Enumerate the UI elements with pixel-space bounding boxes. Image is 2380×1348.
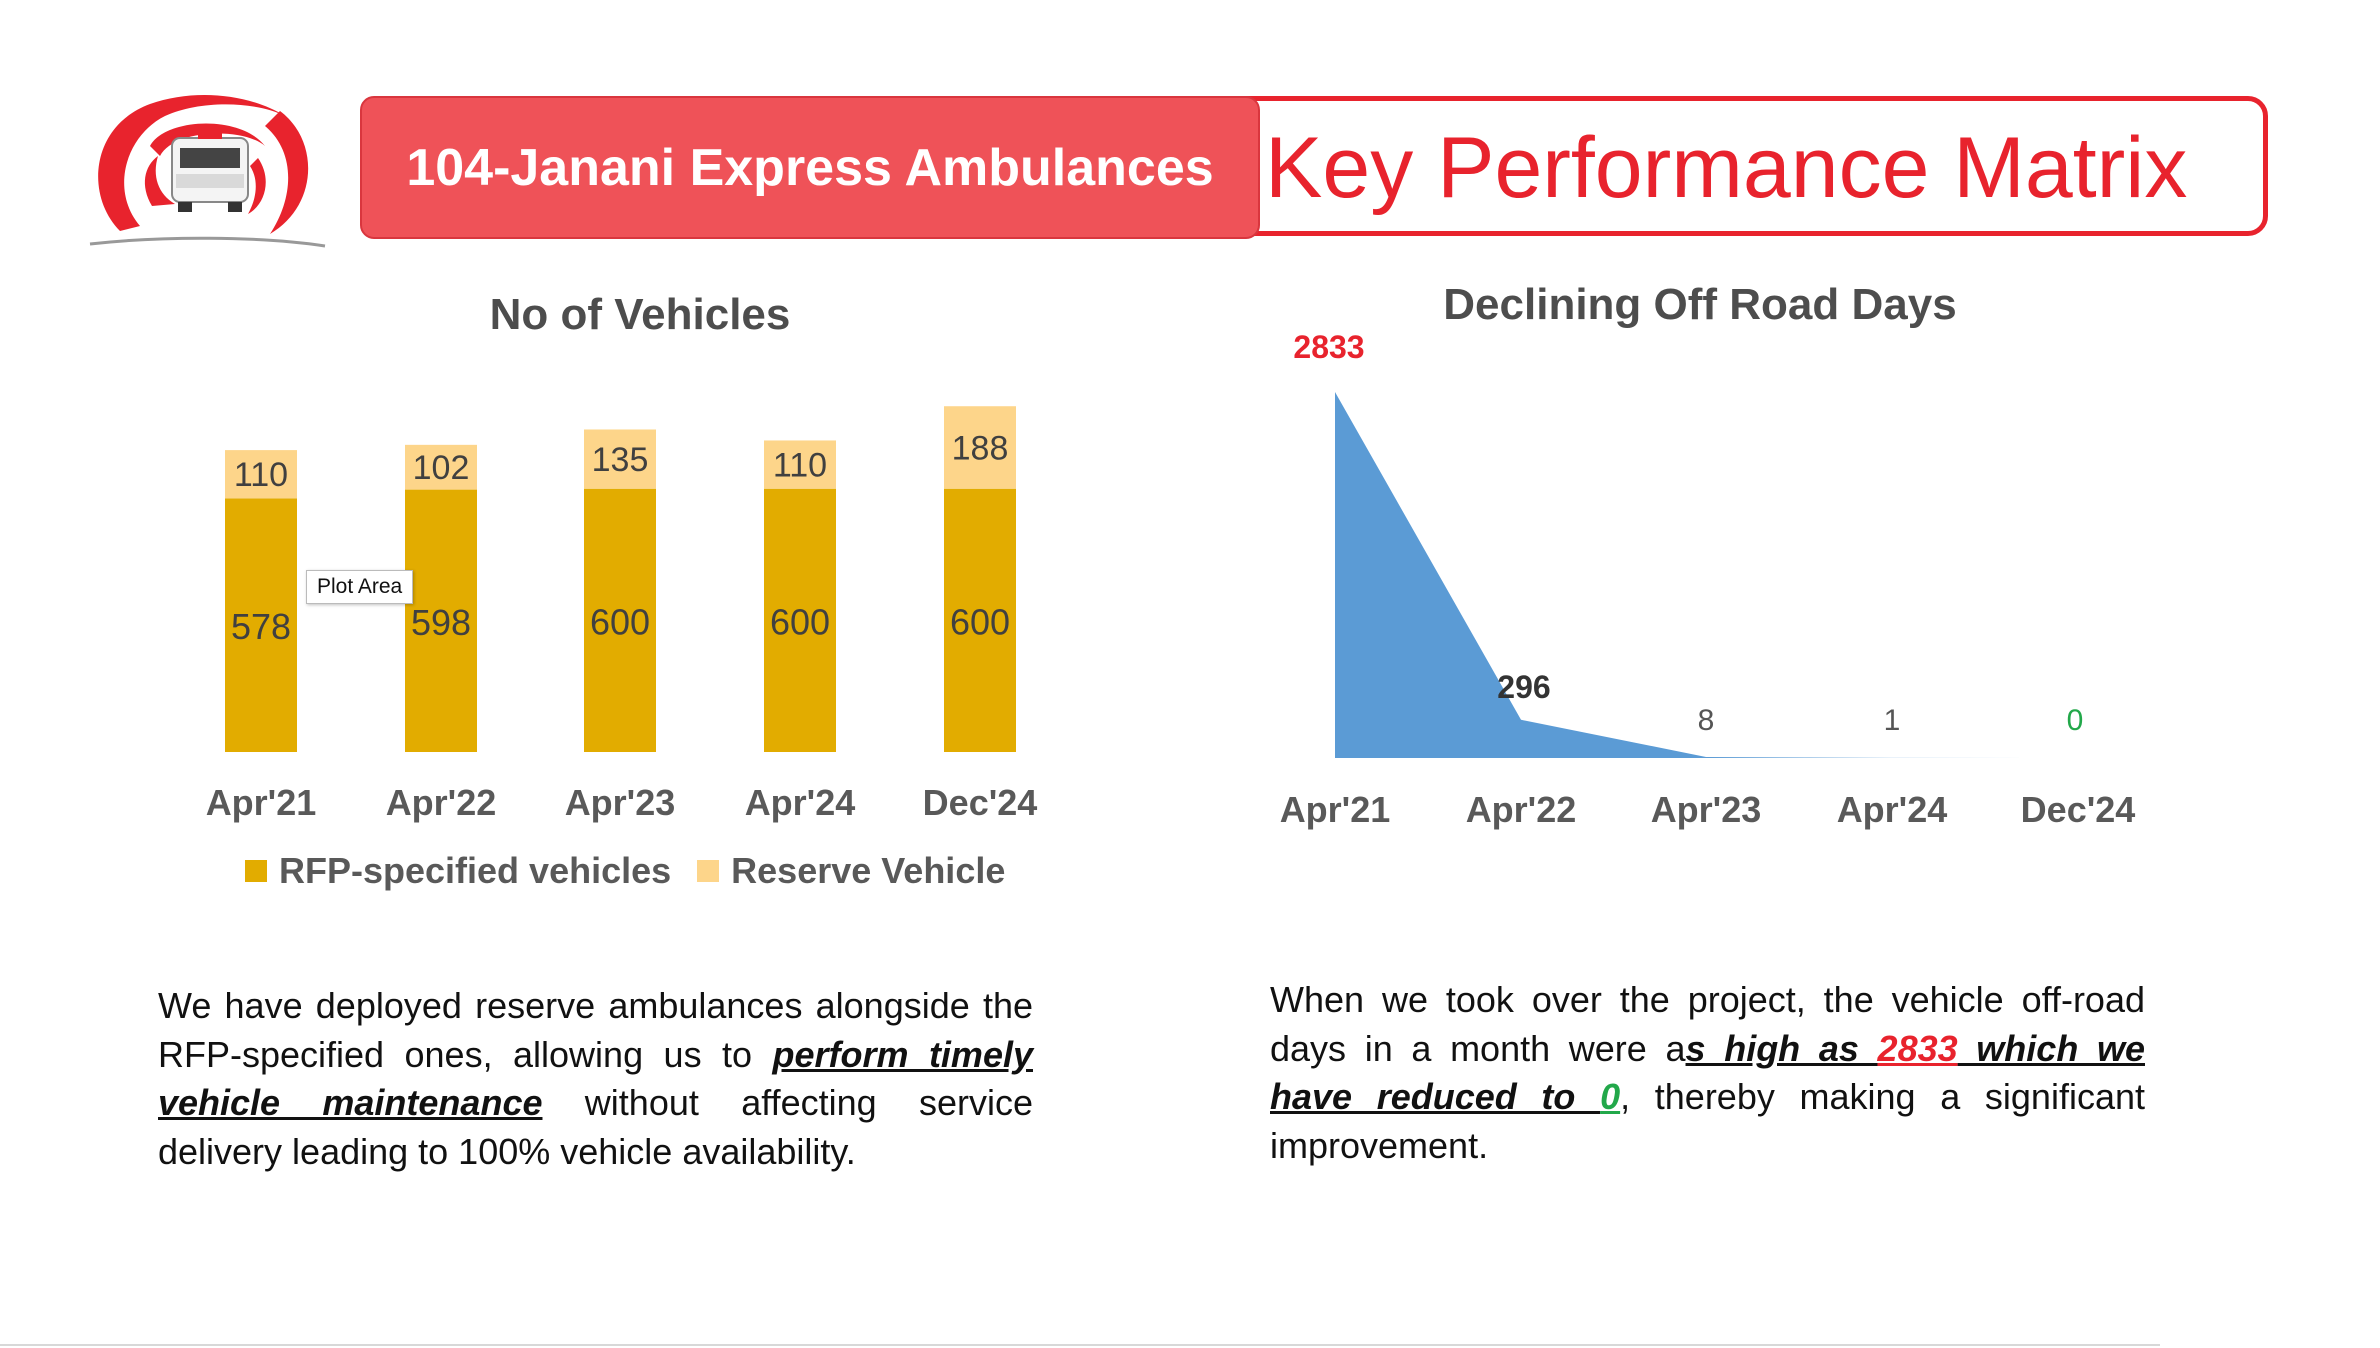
area-data-label: 0 xyxy=(2067,704,2084,737)
x-tick-label: Apr'22 xyxy=(1466,789,1577,830)
right-emphasis-red: 2833 xyxy=(1877,1027,1958,1069)
area-data-label: 2833 xyxy=(1293,329,1364,365)
offroad-description: When we took over the project, the vehic… xyxy=(1270,976,2145,1170)
x-tick-label: Dec'24 xyxy=(923,782,1038,823)
right-text-1: When we took over the project, the vehic… xyxy=(1270,979,2145,1069)
bar-rfp xyxy=(405,489,477,752)
bar-reserve xyxy=(584,429,656,489)
area-data-label: 296 xyxy=(1497,669,1550,705)
plot-area-tooltip: Plot Area xyxy=(306,570,414,604)
legend-reserve-label: Reserve Vehicle xyxy=(731,850,1006,891)
left-text-2: without affecting service delivery leadi… xyxy=(158,1082,1033,1172)
left-emphasis: perform timely vehicle maintenance xyxy=(158,1033,1033,1124)
bar-rfp xyxy=(225,498,297,752)
area-data-label: 1 xyxy=(1884,704,1901,737)
area-data-label: 8 xyxy=(1698,704,1715,737)
right-emphasis-2: which we have reduced to xyxy=(1270,1027,2145,1118)
x-tick-label: Apr'24 xyxy=(1837,789,1948,830)
x-tick-label: Apr'24 xyxy=(745,782,856,823)
x-tick-label: Apr'23 xyxy=(1651,789,1762,830)
bar-reserve xyxy=(225,450,297,499)
ambulance-logo xyxy=(89,94,326,248)
vehicles-legend: RFP-specified vehicles Reserve Vehicle xyxy=(245,850,1005,892)
bar-rfp xyxy=(764,488,836,752)
page-title: Key Performance Matrix xyxy=(1265,120,2188,216)
legend-rfp: RFP-specified vehicles xyxy=(245,850,671,892)
bar-rfp xyxy=(584,488,656,752)
bar-rfp xyxy=(944,488,1016,752)
right-emphasis-green: 0 xyxy=(1600,1076,1621,1117)
bar-rfp-label: 598 xyxy=(411,602,471,643)
offroad-chart-title: Declining Off Road Days xyxy=(1443,280,1957,329)
left-text-1: We have deployed reserve ambulances alon… xyxy=(158,985,1033,1075)
right-emphasis-1: s high as xyxy=(1685,1027,1878,1069)
bar-reserve-label: 110 xyxy=(773,447,827,485)
right-text-2: , thereby making a significant improveme… xyxy=(1270,1076,2145,1166)
x-tick-label: Apr'22 xyxy=(386,782,497,823)
x-tick-label: Apr'21 xyxy=(1280,789,1391,830)
offroad-area xyxy=(1335,392,2078,758)
legend-reserve-swatch xyxy=(697,860,720,882)
legend-rfp-label: RFP-specified vehicles xyxy=(279,850,672,891)
bottom-divider xyxy=(0,1344,2160,1346)
bar-rfp-label: 600 xyxy=(590,601,650,642)
legend-reserve: Reserve Vehicle xyxy=(697,850,1005,892)
bar-rfp-label: 600 xyxy=(770,601,830,642)
bar-reserve-label: 102 xyxy=(413,449,470,487)
bar-rfp-label: 600 xyxy=(950,601,1010,642)
bar-reserve-label: 110 xyxy=(234,456,288,494)
bar-reserve-label: 135 xyxy=(592,441,649,479)
header-badge: 104-Janani Express Ambulances xyxy=(360,96,1260,239)
vehicles-chart-title: No of Vehicles xyxy=(489,290,791,339)
x-tick-label: Apr'21 xyxy=(206,782,317,823)
bar-reserve xyxy=(764,440,836,489)
bar-rfp-label: 578 xyxy=(231,606,291,647)
bar-reserve xyxy=(944,406,1016,489)
x-tick-label: Dec'24 xyxy=(2021,789,2136,830)
bar-reserve-label: 188 xyxy=(952,429,1009,467)
x-tick-label: Apr'23 xyxy=(565,782,676,823)
title-frame xyxy=(1145,96,2268,236)
legend-rfp-swatch xyxy=(245,860,267,882)
vehicles-description: We have deployed reserve ambulances alon… xyxy=(158,982,1033,1176)
bar-reserve xyxy=(405,444,477,490)
